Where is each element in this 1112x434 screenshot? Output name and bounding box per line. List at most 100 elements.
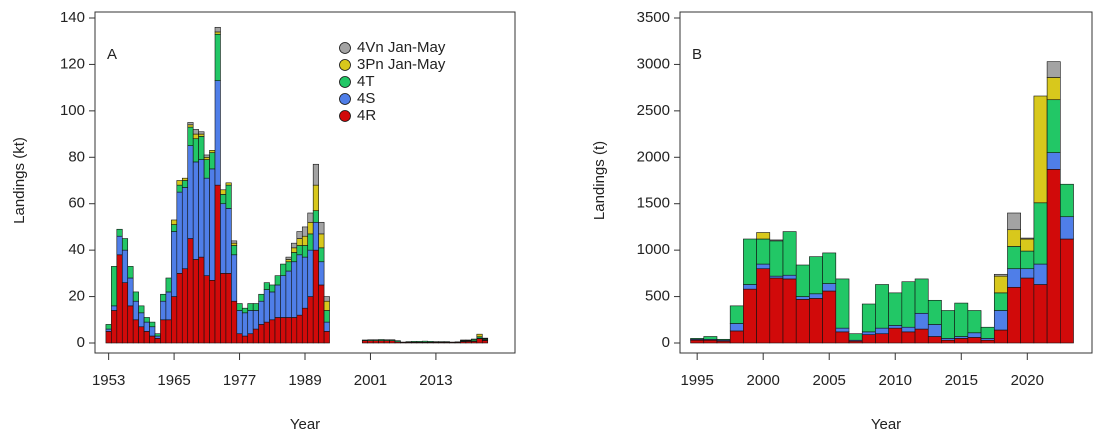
bar-segment — [154, 335, 161, 339]
bar-segment — [138, 305, 145, 314]
bar-segment — [1007, 268, 1021, 288]
bar-segment — [225, 273, 232, 344]
y-tick-label: 40 — [68, 241, 85, 258]
bar-segment — [769, 239, 784, 242]
bar-segment — [231, 240, 238, 244]
x-axis-label: Year — [871, 416, 901, 433]
y-tick-label: 60 — [68, 195, 85, 212]
bar-segment — [149, 335, 156, 344]
bar-segment — [214, 33, 221, 81]
bar-segment — [716, 338, 731, 341]
legend-marker — [339, 76, 351, 88]
bar-segment — [214, 26, 221, 33]
bar-segment — [481, 340, 489, 344]
x-tick-label: 2001 — [354, 372, 387, 389]
bar-segment — [312, 184, 319, 211]
bar-segment — [835, 327, 850, 333]
bar-segment — [993, 275, 1008, 294]
bar-segment — [888, 327, 903, 344]
legend-marker — [339, 59, 351, 71]
bar-segment — [187, 238, 194, 344]
bar-segment — [160, 293, 167, 302]
panel-label: A — [107, 46, 117, 63]
bar-segment — [307, 296, 314, 344]
y-tick-label: 500 — [645, 288, 670, 305]
bar-segment — [809, 256, 823, 295]
bar-segment — [361, 339, 369, 341]
bar-segment — [769, 277, 784, 344]
bar-segment — [835, 331, 850, 344]
bar-segment — [165, 319, 172, 344]
bar-segment — [822, 252, 837, 284]
bar-segment — [236, 333, 243, 344]
bar-segment — [296, 231, 303, 239]
bar-segment — [993, 273, 1008, 277]
bar-segment — [160, 319, 167, 344]
bar-segment — [209, 280, 216, 344]
bar-segment — [181, 187, 189, 270]
bar-segment — [318, 233, 325, 249]
bar-segment — [263, 289, 270, 323]
bar-segment — [1033, 202, 1048, 265]
bar-segment — [171, 231, 178, 297]
bar-segment — [225, 182, 232, 186]
bar-segment — [378, 339, 385, 341]
bar-segment — [301, 307, 309, 344]
bar-segment — [132, 300, 139, 321]
bar-segment — [198, 133, 205, 137]
bar-segment — [312, 249, 319, 344]
bar-segment — [980, 339, 995, 344]
bar-segment — [176, 273, 183, 344]
legend-marker — [339, 42, 351, 54]
bar-segment — [274, 284, 281, 318]
bar-segment — [312, 210, 319, 223]
bar-segment — [809, 293, 823, 299]
bar-segment — [927, 299, 942, 325]
bar-segment — [231, 245, 238, 256]
x-tick-label: 1965 — [157, 372, 190, 389]
y-tick-label: 2000 — [637, 148, 670, 165]
bar-segment — [225, 208, 232, 274]
bar-segment — [389, 340, 396, 344]
bar-segment — [263, 321, 270, 344]
bar-segment — [405, 341, 412, 343]
bar-segment — [914, 312, 929, 330]
bar-segment — [323, 296, 330, 302]
bar-segment — [383, 339, 390, 341]
bar-segment — [888, 325, 903, 329]
bar-segment — [269, 319, 276, 344]
bar-segment — [1007, 246, 1021, 270]
bar-segment — [861, 331, 876, 335]
bar-segment — [171, 296, 178, 344]
bar-segment — [214, 184, 221, 344]
x-tick-label: 2013 — [419, 372, 452, 389]
bar-segment — [220, 273, 227, 344]
bar-segment — [383, 340, 390, 344]
bar-segment — [914, 328, 929, 344]
bar-segment — [187, 126, 194, 146]
bar-segment — [209, 152, 216, 170]
bar-segment — [756, 232, 771, 240]
bar-segment — [927, 324, 942, 337]
bar-segment — [269, 291, 276, 321]
bar-segment — [198, 256, 205, 344]
bar-segment — [954, 302, 969, 337]
bar-segment — [967, 310, 982, 334]
bar-segment — [301, 235, 309, 246]
bar-segment — [307, 212, 314, 223]
bar-segment — [187, 145, 194, 239]
bar-segment — [203, 275, 210, 344]
bar-segment — [318, 261, 325, 286]
bar-segment — [181, 177, 189, 181]
bar-segment — [171, 224, 178, 232]
bar-segment — [795, 296, 810, 300]
bar-segment — [372, 340, 379, 344]
bar-segment — [1033, 263, 1048, 285]
bar-segment — [875, 284, 889, 329]
y-tick-label: 3500 — [637, 9, 670, 26]
bar-segment — [111, 305, 118, 311]
bar-segment — [795, 299, 810, 344]
bar-segment — [361, 340, 369, 344]
bar-segment — [835, 278, 850, 329]
x-tick-label: 2000 — [747, 372, 780, 389]
